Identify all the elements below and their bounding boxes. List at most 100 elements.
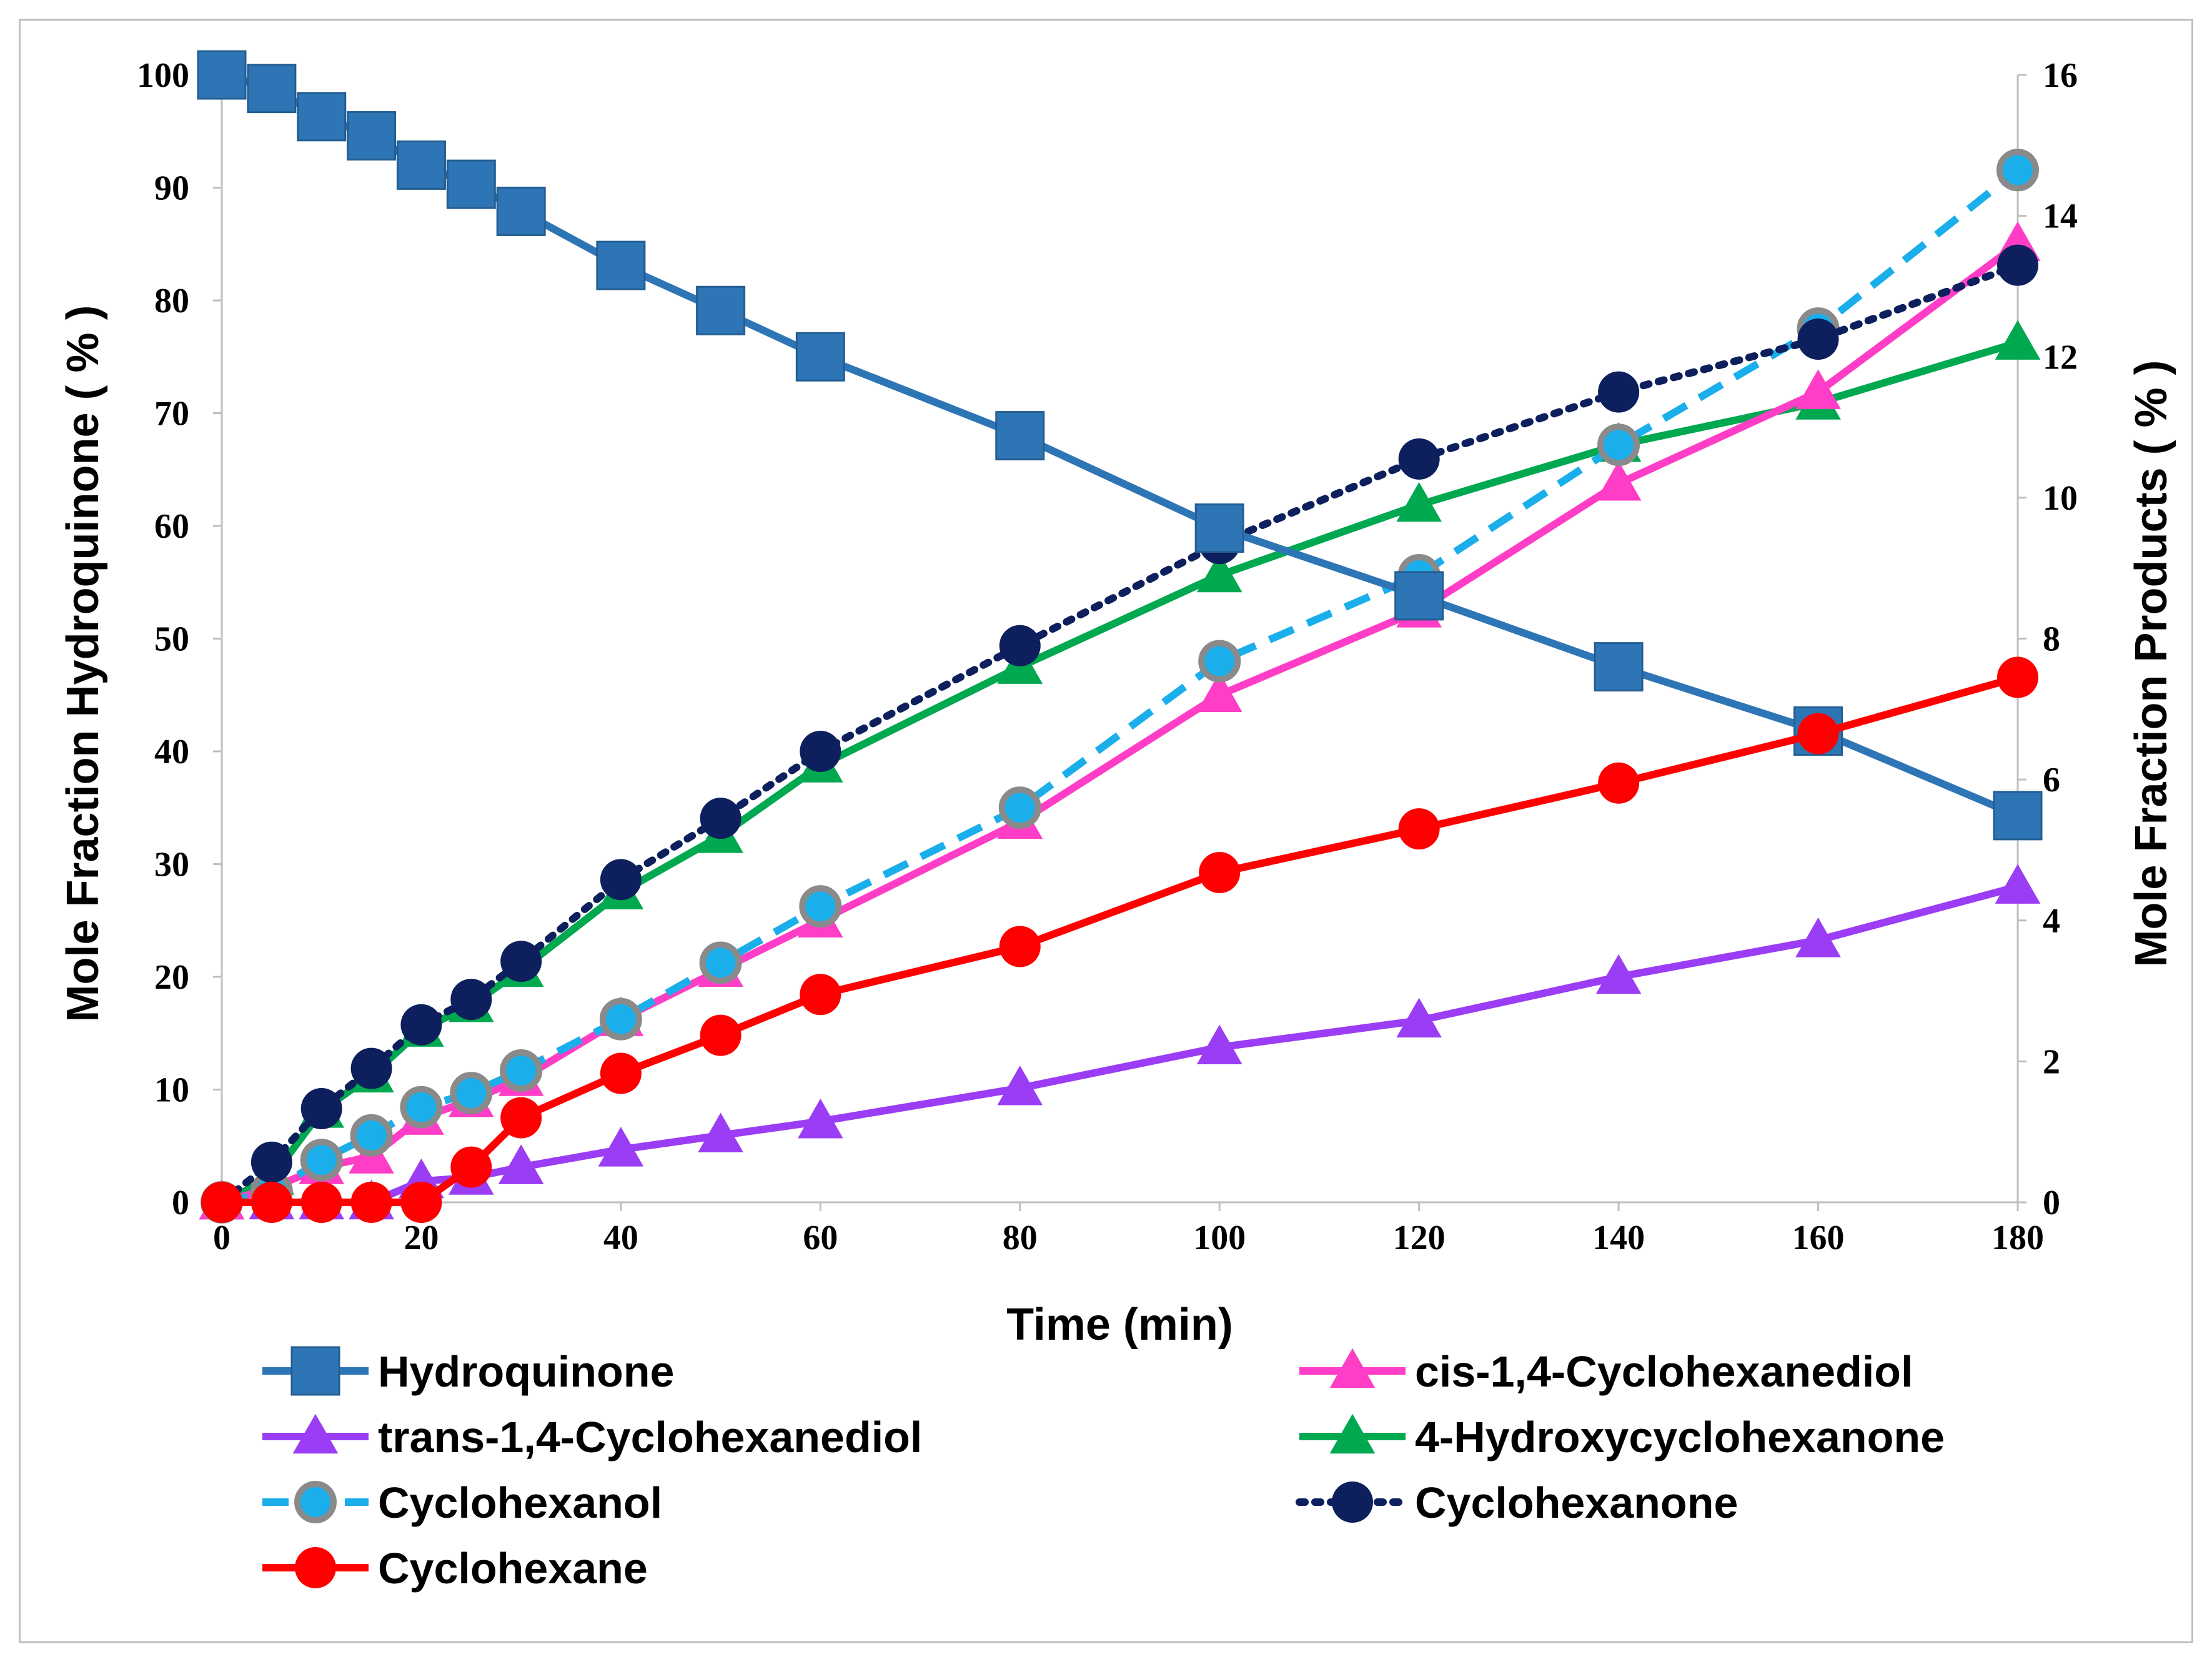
- data-point: [1196, 672, 1242, 712]
- y-left-tick-label: 0: [172, 1184, 189, 1222]
- series-line: [222, 883, 2019, 1206]
- data-point: [700, 798, 741, 839]
- data-point: [1598, 762, 1640, 804]
- data-point: [1795, 369, 1841, 409]
- y-left-tick-label: 70: [154, 395, 189, 433]
- y-left-tick-label: 60: [154, 507, 189, 546]
- series-cyclohexane: [201, 656, 2038, 1223]
- data-point: [799, 885, 842, 928]
- data-point: [500, 1097, 542, 1139]
- data-point: [350, 1114, 393, 1157]
- series-line: [221, 167, 2020, 1206]
- data-point: [347, 111, 397, 161]
- data-point: [1398, 438, 1440, 480]
- y-right-tick-label: 10: [2043, 479, 2078, 518]
- legend-marker: [294, 1481, 337, 1523]
- y-left-tick-label: 80: [154, 282, 189, 320]
- y-left-tick-label: 100: [137, 56, 189, 95]
- data-point: [250, 1182, 292, 1223]
- y-left-tick-label: 20: [154, 958, 189, 997]
- data-point: [450, 1072, 493, 1115]
- data-point: [1996, 149, 2039, 192]
- x-tick-label: 40: [603, 1219, 638, 1257]
- chart-frame: [19, 19, 2193, 1643]
- data-point: [1597, 423, 1640, 467]
- series-line: [221, 240, 2020, 1206]
- data-point: [297, 92, 347, 142]
- data-point: [1394, 571, 1444, 621]
- data-point: [1396, 997, 1442, 1038]
- data-point: [1997, 244, 2038, 286]
- data-point: [1198, 640, 1241, 683]
- data-point: [795, 332, 845, 382]
- legend-label: Cyclohexanone: [1415, 1478, 1738, 1527]
- y-right-tick-label: 14: [2043, 197, 2078, 236]
- series-line: [218, 261, 2021, 1206]
- data-point: [1595, 461, 1642, 501]
- data-point: [698, 1112, 743, 1153]
- x-tick-label: 140: [1592, 1219, 1645, 1257]
- data-point: [1194, 503, 1244, 553]
- legend-marker: [1329, 1413, 1376, 1454]
- data-point: [1398, 808, 1440, 850]
- data-point: [247, 64, 297, 114]
- data-point: [1797, 713, 1839, 754]
- data-point: [400, 1004, 442, 1046]
- legend-label: trans-1,4-Cyclohexanediol: [378, 1413, 922, 1462]
- data-point: [350, 1182, 392, 1223]
- data-point: [197, 50, 247, 100]
- legend-marker: [1332, 1481, 1373, 1523]
- series-line: [222, 673, 2019, 1206]
- data-point: [1396, 482, 1442, 522]
- y-right-tick-label: 12: [2043, 338, 2078, 377]
- data-point: [696, 285, 746, 335]
- data-point: [500, 941, 542, 982]
- y-left-tick-label: 90: [154, 169, 189, 208]
- data-point: [1196, 552, 1242, 593]
- data-point: [300, 1182, 342, 1223]
- x-tick-label: 160: [1792, 1219, 1845, 1257]
- data-point: [596, 240, 646, 290]
- x-axis-title: Time (min): [1006, 1300, 1233, 1350]
- data-point: [350, 1047, 392, 1089]
- data-point: [800, 974, 841, 1016]
- legend-item: Cyclohexanone: [1296, 1478, 1738, 1527]
- y-axis-left-title: Mole Fraction Hydroquinone ( % ): [58, 305, 108, 1022]
- labels-layer: Time (min) Mole Fraction Hydroquinone ( …: [58, 305, 2176, 1350]
- series-cyclohexanol: [201, 149, 2039, 1224]
- data-point: [1995, 320, 2041, 360]
- legend-marker: [295, 1547, 336, 1588]
- legend-item: Hydroquinone: [262, 1346, 674, 1396]
- data-point: [300, 1087, 342, 1129]
- y-left-tick-label: 10: [154, 1071, 189, 1110]
- data-point: [800, 731, 841, 772]
- series-line: [220, 339, 2019, 1206]
- y-right-tick-label: 2: [2043, 1042, 2060, 1081]
- legend-item: Cyclohexane: [262, 1544, 648, 1593]
- y-right-tick-label: 8: [2043, 620, 2060, 659]
- data-point: [450, 1146, 492, 1188]
- y-right-tick-label: 4: [2043, 902, 2060, 941]
- data-point: [498, 1144, 544, 1184]
- legend-marker: [1329, 1348, 1376, 1388]
- data-point: [496, 186, 546, 236]
- legend: Hydroquinone cis-1,4-Cyclohexanediol trans…: [262, 1346, 1945, 1593]
- data-point: [1797, 319, 1839, 360]
- legend-label: Cyclohexane: [378, 1544, 648, 1593]
- legend-item: cis-1,4-Cyclohexanediol: [1299, 1347, 1913, 1396]
- data-point: [999, 926, 1041, 967]
- data-point: [798, 1098, 843, 1139]
- y-right-tick-label: 16: [2043, 56, 2078, 95]
- legend-marker: [290, 1346, 340, 1396]
- data-point: [1795, 918, 1841, 957]
- legend-item: trans-1,4-Cyclohexanediol: [262, 1413, 922, 1462]
- series-hydroquinone: [197, 50, 2043, 841]
- x-tick-label: 80: [1003, 1219, 1038, 1257]
- x-tick-label: 120: [1393, 1219, 1446, 1257]
- data-point: [995, 411, 1045, 461]
- data-point: [999, 625, 1041, 666]
- legend-label: Hydroquinone: [378, 1347, 674, 1396]
- data-point: [450, 979, 492, 1021]
- data-point: [1993, 791, 2043, 841]
